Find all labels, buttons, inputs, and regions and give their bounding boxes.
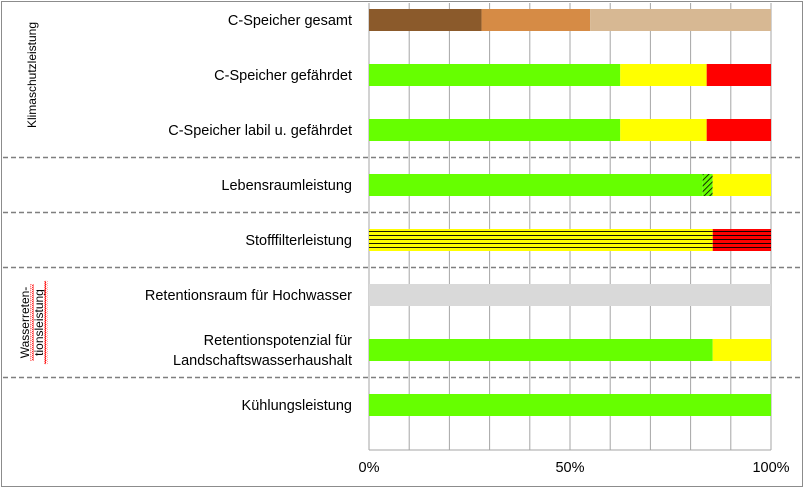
bar-segment-c-speicher-gesamt-1: [481, 9, 591, 31]
bar-segment-retentionspotenzial-1: [712, 339, 771, 361]
category-label-stofffilterleistung: Stofffilterleistung: [245, 233, 352, 249]
x-tick-label: 100%: [752, 460, 789, 476]
group-label-line: tionsleistung: [32, 289, 46, 356]
category-label-c-speicher-gesamt: C-Speicher gesamt: [228, 13, 352, 29]
category-label-retentionspotenzial: Retentionspotenzial für Landschaftswasser…: [173, 333, 352, 369]
spellcheck-underline: [44, 280, 48, 365]
spellcheck-underline: [30, 284, 34, 361]
bar-segment-c-speicher-gesamt-0: [369, 9, 482, 31]
bar-segment-c-speicher-labil-2: [706, 119, 771, 141]
x-tick-label: 0%: [359, 460, 380, 476]
group-label-line: Wasserreten-: [18, 287, 32, 359]
bar-segment-c-speicher-gefaehrdet-2: [706, 64, 771, 86]
category-label-lebensraumleistung: Lebensraumleistung: [221, 178, 352, 194]
bar-segment-lebensraumleistung-0: [369, 174, 703, 196]
bar-segment-kuehlungsleistung-0: [369, 394, 771, 416]
group-label-line: Klimaschutzleistung: [25, 22, 39, 128]
bar-segment-c-speicher-gefaehrdet-0: [369, 64, 621, 86]
bar-segment-lebensraumleistung-1: [702, 174, 713, 196]
group-label-wasserretentionsleistung: Wasserreten-tionsleistung: [18, 280, 48, 365]
bar-segment-c-speicher-gesamt-2: [590, 9, 771, 31]
bar-segment-stofffilterleistung-0: [369, 229, 713, 251]
group-label-klimaschutzleistung: Klimaschutzleistung: [25, 22, 39, 128]
bar-segment-retentionspotenzial-0: [369, 339, 713, 361]
category-label-kuehlungsleistung: Kühlungsleistung: [242, 398, 352, 414]
bar-segment-stofffilterleistung-1: [712, 229, 771, 251]
bar-segment-c-speicher-labil-1: [620, 119, 707, 141]
bar-segment-c-speicher-gefaehrdet-1: [620, 64, 707, 86]
bar-segment-lebensraumleistung-2: [712, 174, 771, 196]
category-label-retentionsraum: Retentionsraum für Hochwasser: [145, 288, 352, 304]
bar-segment-c-speicher-labil-0: [369, 119, 621, 141]
category-label-c-speicher-gefaehrdet: C-Speicher gefährdet: [214, 68, 352, 84]
category-label-c-speicher-labil: C-Speicher labil u. gefährdet: [168, 123, 352, 139]
x-tick-label: 50%: [555, 460, 584, 476]
bar-segment-retentionsraum-0: [369, 284, 771, 306]
